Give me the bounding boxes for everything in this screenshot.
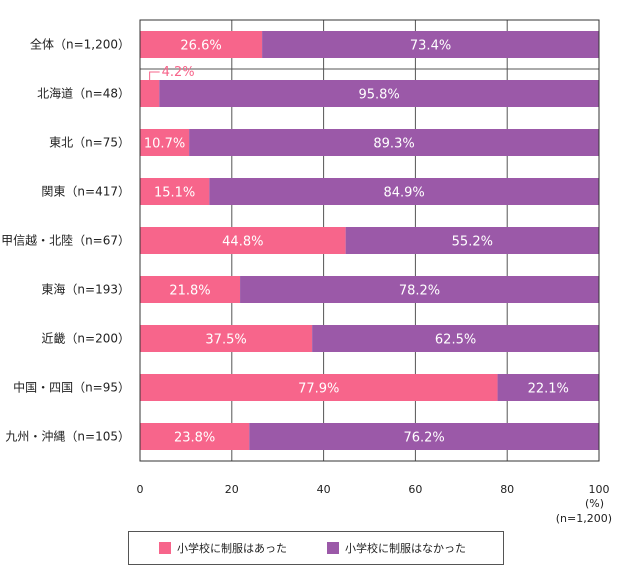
x-axis-unit: (%) [585, 497, 604, 510]
stacked-bar-chart: 26.6% 73.4% 4.2% 95.8% 10.7% 89.3% 15.1% 84.9% 4… [1, 19, 612, 525]
x-tick-label: 20 [225, 483, 239, 496]
category-label: 九州・沖縄（n=105） [5, 429, 130, 444]
bar-no-uniform [240, 276, 599, 303]
data-label: 22.1% [528, 382, 569, 397]
data-label: 62.5% [435, 333, 476, 348]
data-label: 26.6% [180, 39, 221, 54]
x-tick-label: 60 [408, 483, 422, 496]
data-label: 84.9% [383, 186, 424, 201]
data-label: 55.2% [452, 235, 493, 250]
data-label-leader [149, 71, 160, 80]
plot-frame [139, 19, 600, 462]
legend-label-no-uniform: 小学校に制服はなかった [345, 542, 466, 555]
data-label: 44.8% [222, 235, 263, 250]
category-label: 中国・四国（n=95） [13, 380, 130, 395]
bar-no-uniform [189, 129, 599, 156]
category-label: 甲信越・北陸（n=67） [1, 234, 130, 248]
bar-had-uniform [140, 178, 210, 205]
category-label: 全体（n=1,200） [30, 37, 130, 52]
data-label: 4.2% [162, 65, 195, 80]
category-label: 東海（n=193） [41, 282, 130, 297]
data-label: 76.2% [403, 431, 444, 446]
bar-had-uniform [140, 423, 250, 450]
bar-had-uniform [140, 325, 313, 352]
category-label: 近畿（n=200） [41, 332, 130, 346]
category-label: 関東（n=417） [41, 185, 130, 199]
x-tick-label: 80 [500, 483, 514, 496]
x-tick-label: 0 [137, 483, 144, 496]
legend-item-had-uniform: 小学校に制服はあった [159, 540, 287, 556]
data-label: 89.3% [373, 137, 414, 152]
bar-had-uniform [140, 80, 160, 107]
bar-had-uniform [140, 129, 190, 156]
category-labels: 全体（n=1,200） 北海道（n=48） 東北（n=75） 関東（n=417） 甲信越… [1, 37, 130, 444]
category-label: 北海道（n=48） [37, 86, 130, 101]
data-label: 77.9% [298, 382, 339, 397]
data-label: 15.1% [154, 186, 195, 201]
bar-no-uniform [497, 374, 599, 401]
bars: 26.6% 73.4% 4.2% 95.8% 10.7% 89.3% 15.1% 84.9% 4… [140, 31, 599, 450]
bar-no-uniform [159, 80, 599, 107]
data-label: 21.8% [169, 284, 210, 299]
data-label: 73.4% [410, 39, 451, 54]
bar-no-uniform [345, 227, 599, 254]
bar-had-uniform [140, 276, 241, 303]
sample-size-note: (n=1,200) [556, 512, 612, 525]
legend-swatch-no-uniform [327, 542, 339, 554]
bar-had-uniform [140, 374, 498, 401]
legend-swatch-had-uniform [159, 542, 171, 554]
x-tick-label: 100 [589, 483, 610, 496]
bar-no-uniform [262, 31, 599, 58]
bar-had-uniform [140, 31, 263, 58]
data-label: 78.2% [399, 284, 440, 299]
data-label: 37.5% [205, 333, 246, 348]
bar-no-uniform [209, 178, 599, 205]
x-tick-label: 40 [317, 483, 331, 496]
data-label: 23.8% [174, 431, 215, 446]
x-axis-ticks: 0 20 40 60 80 100 [137, 483, 610, 496]
legend: 小学校に制服はあった 小学校に制服はなかった [128, 531, 504, 565]
bar-no-uniform [312, 325, 599, 352]
legend-item-no-uniform: 小学校に制服はなかった [327, 540, 466, 556]
bar-no-uniform [249, 423, 599, 450]
category-label: 東北（n=75） [49, 136, 130, 150]
bar-had-uniform [140, 227, 346, 254]
data-label: 95.8% [358, 88, 399, 103]
legend-label-had-uniform: 小学校に制服はあった [177, 542, 287, 555]
data-label: 10.7% [144, 137, 185, 152]
